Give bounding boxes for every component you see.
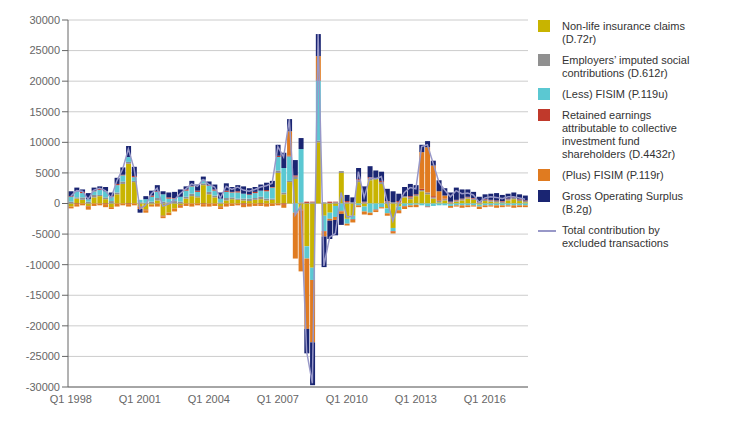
svg-text:-25000: -25000 xyxy=(26,350,60,362)
svg-text:-15000: -15000 xyxy=(26,289,60,301)
svg-text:Q1 2007: Q1 2007 xyxy=(257,393,299,405)
svg-text:Q1 2010: Q1 2010 xyxy=(326,393,368,405)
html-text:(Plus) FISIM (P.119r): (Plus) FISIM (P.119r) xyxy=(562,169,664,181)
html-text:Gross Operating Surplus (B.2g): Gross Operating Surplus (B.2g) xyxy=(562,190,684,215)
svg-text:Q1 2001: Q1 2001 xyxy=(119,393,161,405)
svg-text:-20000: -20000 xyxy=(26,320,60,332)
html-text:(Less) FISIM (P.119u): (Less) FISIM (P.119u) xyxy=(562,88,668,100)
html-text:Total contribution by excluded: Total contribution by excluded transacti… xyxy=(562,224,669,249)
svg-text:-30000: -30000 xyxy=(26,381,60,393)
svg-text:Q1 2013: Q1 2013 xyxy=(395,393,437,405)
html-text:Retained earnings attributable: Retained earnings attributable to collec… xyxy=(562,109,677,160)
svg-text:30000: 30000 xyxy=(29,14,60,26)
svg-text:Q1 1998: Q1 1998 xyxy=(50,393,92,405)
svg-text:Q1 2004: Q1 2004 xyxy=(188,393,230,405)
svg-text:-10000: -10000 xyxy=(26,259,60,271)
svg-text:0: 0 xyxy=(54,197,60,209)
svg-text:10000: 10000 xyxy=(29,136,60,148)
svg-text:20000: 20000 xyxy=(29,75,60,87)
html-text:Employers’ imputed social cont: Employers’ imputed social contributions … xyxy=(562,54,690,79)
html-text:Non-life insurance claims (D.7: Non-life insurance claims (D.72r) xyxy=(562,20,685,45)
svg-text:25000: 25000 xyxy=(29,44,60,56)
svg-text:5000: 5000 xyxy=(36,167,60,179)
svg-text:15000: 15000 xyxy=(29,106,60,118)
svg-text:Q1 2016: Q1 2016 xyxy=(464,393,506,405)
svg-text:-5000: -5000 xyxy=(32,228,60,240)
